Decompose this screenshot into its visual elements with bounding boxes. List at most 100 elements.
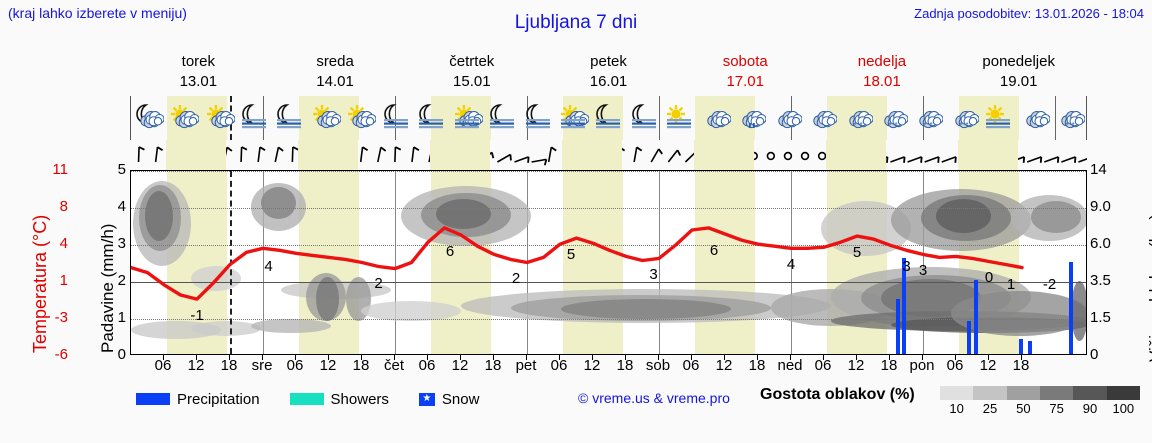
x-tickmark-23 [922,355,923,360]
day-name: nedelja [857,53,907,70]
cloud-height-axis-ticks: 14 9.0 6.0 3.5 1.5 0 [1090,161,1130,363]
day-separator-5 [791,171,792,354]
cloud-icon [804,96,839,140]
x-tickmark-14 [625,355,626,360]
day-date: 15.01 [453,73,491,90]
moon-fog-icon [521,96,556,140]
density-swatch-5 [1106,386,1140,400]
day-name: sreda [316,53,354,70]
daylight-band-4 [694,171,756,354]
sun-cloud-icon [344,96,379,140]
x-tick-06-0: 06 [154,357,172,374]
sun-fog-cloud-icon [556,96,591,140]
day-separator-2 [395,171,396,354]
precipitation-axis-ticks: 5 4 3 2 1 0 [100,161,126,363]
x-tick-06-16: 06 [682,357,700,374]
moon-fog-icon [237,96,272,140]
day-date: 19.01 [999,73,1038,90]
temperature-curve [131,226,1024,301]
cloud-tick-0: 14 [1090,161,1107,178]
precipitation-tick-2: 3 [117,235,126,252]
cloud-snow-icon: * * [840,96,875,140]
density-swatch-0 [940,386,974,400]
x-tickmark-15 [658,355,659,360]
moon-fog-icon [592,96,627,140]
x-tick-18-18: 18 [748,357,766,374]
temperature-value-label-12: 0 [984,269,994,287]
daylight-band-2 [429,140,491,170]
day-header-3: petek 16.01 [540,52,677,94]
x-tick-pon-23: pon [909,357,935,374]
snow-icon: ★ [418,392,435,406]
daylight-band-3 [561,140,623,170]
x-tick-čet-7: čet [383,357,405,374]
cloud-tick-2: 6.0 [1090,235,1111,252]
temperature-value-label-1: 4 [264,258,273,276]
copyright-link[interactable]: © vreme.us & vreme.pro [578,390,730,406]
density-swatch-2 [1006,386,1040,400]
weather-icon-band: * * * * * * * * * * [130,96,1087,140]
day-separator-4 [659,171,660,354]
temperature-value-label-13: 1 [1006,275,1016,293]
daylight-band-4 [693,140,755,170]
precipitation-swatch [136,393,170,405]
x-tickmark-5 [328,355,329,360]
day-date: 18.01 [863,73,901,90]
temperature-value-label-8: 4 [786,256,796,274]
x-tick-06-24: 06 [946,357,964,374]
cloud-density-colorbar-labels: 10 25 50 75 90 100 [940,401,1148,419]
x-tick-06-8: 06 [418,357,436,374]
x-tick-12-9: 12 [451,357,469,374]
moon-fog-icon [415,96,450,140]
temperature-tick-1: 8 [59,198,68,215]
moon-cloud-icon [131,96,166,140]
x-tickmark-25 [988,355,989,360]
temperature-value-label-6: 3 [649,266,658,284]
icon-separator-28 [1055,96,1056,140]
day-header-row: torek 13.01 sreda 14.01 četrtek 15.01 petek 16.… [130,52,1087,94]
x-tick-18-10: 18 [484,357,502,374]
density-swatch-4 [1073,386,1107,400]
svg-text:*: * [965,121,968,130]
temperature-value-label-5: 5 [566,246,576,264]
day-date: 13.01 [179,73,218,90]
cloud-snow-icon: * * [875,96,910,140]
legend: Precipitation Showers ★ Snow [136,388,501,410]
svg-text:*: * [930,121,933,130]
x-tickmark-21 [856,355,857,360]
daylight-band-1 [297,140,359,170]
day-name: sobota [722,53,768,70]
x-tickmark-22 [889,355,890,360]
precipitation-tick-5: 0 [117,346,126,363]
day-name: torek [181,53,216,70]
precipitation-bar-1 [902,257,907,354]
cloud-density-title: Gostota oblakov (%) [760,386,915,403]
day-header-5: nedelja 18.01 [814,52,951,94]
x-tickmark-0 [163,355,164,360]
sun-fog-cloud-icon [450,96,485,140]
x-tick-12-5: 12 [319,357,337,374]
day-name: petek [590,53,627,70]
day-separator-6 [923,171,924,354]
precipitation-bar-3 [973,280,978,354]
location-hint[interactable]: (kraj lahko izberete v meniju) [8,5,187,21]
x-axis-tick-labels: 06 12 18 sre 06 12 18 čet 06 12 18 pet 06 12 18 sob 06 12… [130,357,1087,379]
x-tickmark-4 [295,355,296,360]
day-header-4: sobota 17.01 [677,52,814,94]
sun-fog-icon [982,96,1017,140]
horizontal-gridline-1 [131,208,1086,209]
temperature-value-label-3: 6 [445,243,455,261]
cloud-tick-1: 9.0 [1090,198,1111,215]
horizontal-gridline-3 [131,282,1086,283]
precipitation-bar-5 [1027,341,1032,354]
legend-item-snow: ★ Snow [418,391,479,408]
temperature-value-label-11: 3 [918,262,928,280]
density-tick-100: 100 [1112,401,1135,416]
x-tickmark-19 [790,355,791,360]
x-tickmark-7 [394,355,395,360]
daylight-band-5 [825,140,887,170]
temperature-axis-ticks: 11 8 4 1 -3 -6 [34,161,68,363]
density-tick-75: 75 [1049,401,1064,416]
x-tick-12-17: 12 [715,357,733,374]
x-tick-18-22: 18 [880,357,898,374]
